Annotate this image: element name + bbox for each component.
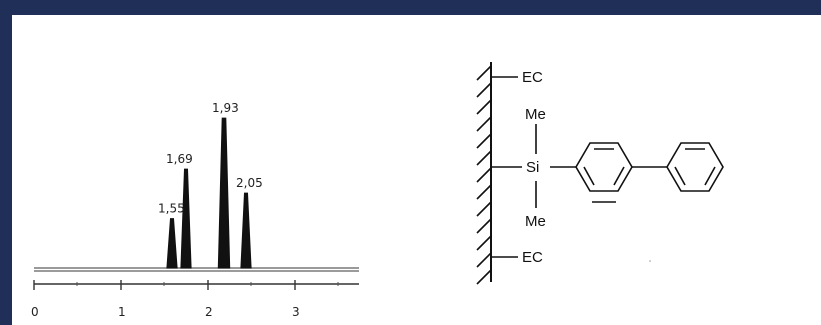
peak-1-55 xyxy=(166,218,178,269)
peak-1-93 xyxy=(217,117,231,269)
silicon-label: Si xyxy=(526,159,539,176)
top-frame-bar xyxy=(0,0,821,15)
stray-dot xyxy=(649,260,651,262)
me-bottom-label: Me xyxy=(525,213,546,230)
peak-label-1-93: 1,93 xyxy=(212,101,239,115)
content-panel: 0 1 2 3 1,55 1,69 1,93 2,05 xyxy=(12,15,821,325)
benzene-ring-2 xyxy=(666,142,724,192)
x-tick-label-3: 3 xyxy=(292,305,300,319)
ring-1-double-bonds xyxy=(583,148,625,203)
ec-bottom-label: EC xyxy=(522,249,543,266)
x-tick-labels: 0 1 2 3 xyxy=(31,305,300,319)
me-top-label: Me xyxy=(525,106,546,123)
peak-labels: 1,55 1,69 1,93 2,05 xyxy=(158,101,263,216)
peak-label-1-69: 1,69 xyxy=(166,152,193,166)
surface-hatching xyxy=(476,65,492,285)
peak-2-05 xyxy=(240,192,252,269)
x-tick-label-2: 2 xyxy=(205,305,213,319)
x-tick-label-1: 1 xyxy=(118,305,126,319)
ring-2-double-bonds xyxy=(674,148,716,186)
x-ticks xyxy=(33,280,339,290)
chromatogram: 0 1 2 3 1,55 1,69 1,93 2,05 xyxy=(31,101,359,319)
ec-top-label: EC xyxy=(522,69,543,86)
peak-label-1-55: 1,55 xyxy=(158,202,185,216)
peak-1-69 xyxy=(180,168,192,269)
peaks xyxy=(166,117,252,269)
peak-label-2-05: 2,05 xyxy=(236,176,263,190)
x-tick-label-0: 0 xyxy=(31,305,39,319)
left-frame-bar xyxy=(0,0,12,325)
figure-canvas: 0 1 2 3 1,55 1,69 1,93 2,05 xyxy=(31,62,724,319)
chemical-structure: EC Me Si Me EC xyxy=(476,62,724,285)
